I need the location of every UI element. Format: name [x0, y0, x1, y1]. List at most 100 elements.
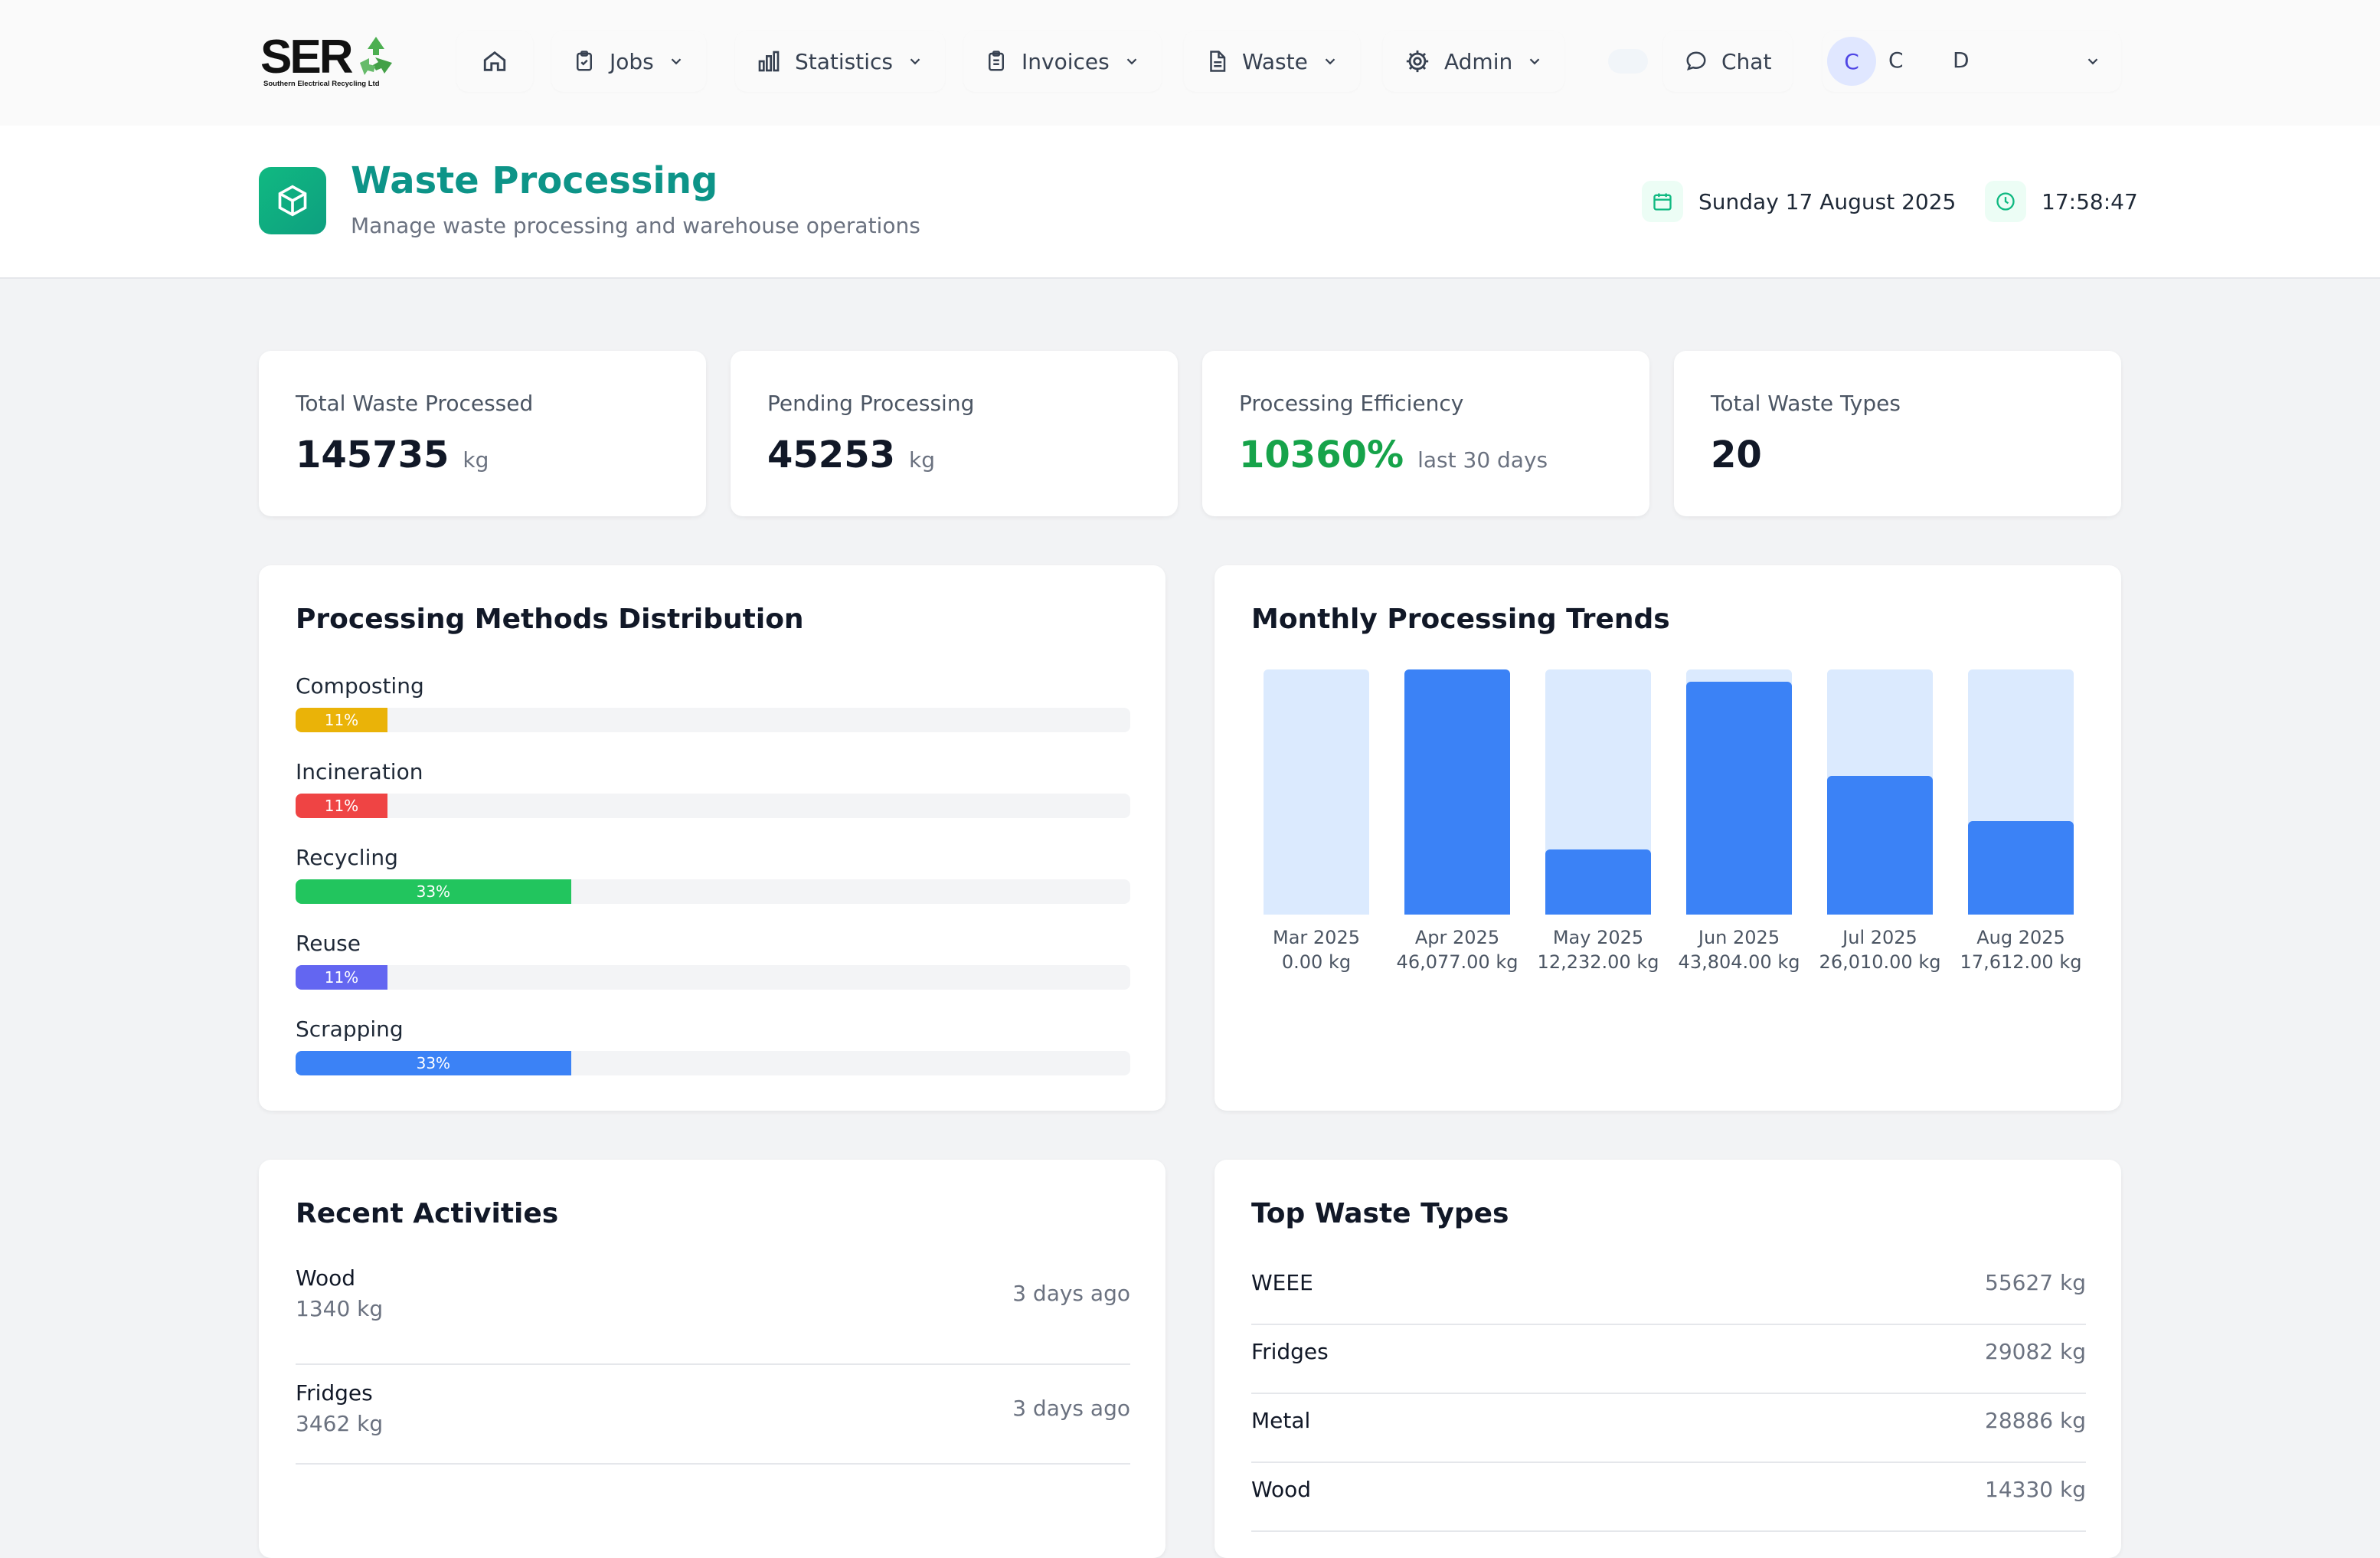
activity-time: 3 days ago — [1012, 1281, 1130, 1306]
waste-type-name: Metal — [1251, 1408, 1311, 1433]
user-last-initial: D — [1953, 47, 1970, 73]
chart-value-label: 46,077.00 kg — [1396, 951, 1519, 973]
brand-logo[interactable]: SER Southern Electrical Recycling Ltd — [260, 32, 406, 92]
chart-month-label: Mar 2025 — [1273, 927, 1360, 948]
nav-chat[interactable]: Chat — [1663, 31, 1793, 92]
page-subtitle: Manage waste processing and warehouse op… — [351, 213, 920, 238]
chart-bar[interactable] — [1968, 821, 2074, 915]
nav-chat-label: Chat — [1721, 48, 1772, 74]
method-label: Scrapping — [296, 1016, 404, 1042]
nav-jobs-label: Jobs — [610, 48, 654, 74]
calendar-icon — [1642, 181, 1683, 222]
brand-letters: SER — [260, 31, 353, 83]
method-progress-fill: 11% — [296, 708, 387, 732]
nav-home[interactable] — [456, 31, 533, 92]
chevron-down-icon[interactable] — [2084, 53, 2101, 70]
list-item[interactable]: Wood 1340 kg 3 days ago — [296, 1265, 1130, 1365]
stat-label: Processing Efficiency — [1239, 391, 1464, 416]
waste-type-name: WEEE — [1251, 1270, 1313, 1295]
top-navbar: SER Southern Electrical Recycling Ltd Jo… — [0, 0, 2380, 126]
stat-label: Pending Processing — [767, 391, 975, 416]
chart-bar-track — [1404, 669, 1510, 915]
chart-bar[interactable] — [1827, 776, 1933, 915]
activity-time: 3 days ago — [1012, 1396, 1130, 1421]
method-row: Reuse 11% — [296, 930, 1130, 990]
waste-type-value: 28886 kg — [1985, 1408, 2086, 1433]
method-progress-track: 33% — [296, 1051, 1130, 1075]
nav-jobs[interactable]: Jobs — [551, 31, 706, 92]
nav-admin[interactable]: Admin — [1383, 31, 1565, 92]
waste-type-value: 14330 kg — [1985, 1477, 2086, 1502]
chart-month-label: Apr 2025 — [1414, 927, 1500, 948]
stat-unit: last 30 days — [1417, 447, 1548, 473]
brand-tagline: Southern Electrical Recycling Ltd — [263, 80, 380, 88]
gear-icon — [1406, 50, 1429, 73]
chart-month-label: Aug 2025 — [1976, 927, 2065, 948]
document-icon — [1210, 51, 1226, 72]
stat-value: 45253 — [767, 434, 895, 476]
method-label: Composting — [296, 673, 424, 699]
stat-unit: kg — [463, 447, 489, 473]
card-title: Top Waste Types — [1251, 1198, 1509, 1229]
chart-value-label: 17,612.00 kg — [1960, 951, 2082, 973]
method-progress-fill: 11% — [296, 794, 387, 818]
stat-value: 20 — [1711, 434, 1762, 476]
method-progress-track: 11% — [296, 708, 1130, 732]
processing-methods-card: Processing Methods Distribution Composti… — [259, 565, 1165, 1111]
clipboard-list-icon — [989, 51, 1004, 71]
list-item[interactable]: Metal 28886 kg — [1251, 1394, 2086, 1463]
chat-bubble-icon — [1686, 51, 1706, 70]
method-progress-fill: 33% — [296, 879, 571, 904]
stat-card-efficiency: Processing Efficiency 10360% last 30 days — [1202, 351, 1649, 516]
chart-bar-track — [1968, 669, 2074, 915]
nav-statistics-label: Statistics — [795, 48, 893, 74]
time-display: 17:58:47 — [1985, 181, 2138, 222]
nav-admin-label: Admin — [1444, 48, 1513, 74]
clipboard-check-icon — [577, 51, 592, 71]
method-progress-fill: 33% — [296, 1051, 571, 1075]
chart-month-label: Jul 2025 — [1842, 927, 1917, 948]
avatar[interactable]: C — [1827, 37, 1876, 86]
method-row: Composting 11% — [296, 673, 1130, 732]
list-item[interactable]: Wood 14330 kg — [1251, 1463, 2086, 1532]
date-display: Sunday 17 August 2025 — [1642, 181, 1956, 222]
chevron-down-icon — [1325, 58, 1335, 65]
home-icon — [483, 51, 506, 71]
method-label: Reuse — [296, 931, 361, 956]
nav-waste[interactable]: Waste — [1184, 31, 1360, 92]
list-item[interactable]: Fridges 29082 kg — [1251, 1325, 2086, 1394]
chart-bar-track — [1686, 669, 1792, 915]
chevron-down-icon — [1529, 58, 1540, 65]
page-header — [0, 126, 2380, 279]
stat-unit: kg — [909, 447, 935, 473]
chart-bar[interactable] — [1686, 682, 1792, 915]
chart-value-label: 0.00 kg — [1281, 951, 1352, 973]
chart-value-label: 43,804.00 kg — [1678, 951, 1800, 973]
stat-card-waste-types: Total Waste Types 20 — [1674, 351, 2121, 516]
user-first-initial: C — [1888, 47, 1904, 73]
chart-bar-track — [1827, 669, 1933, 915]
bar-chart-icon — [758, 51, 780, 72]
chart-bar[interactable] — [1545, 849, 1651, 915]
list-item[interactable]: WEEE 55627 kg — [1251, 1256, 2086, 1325]
nav-waste-label: Waste — [1242, 48, 1308, 74]
current-time: 17:58:47 — [2042, 188, 2138, 214]
chart-bar[interactable] — [1404, 669, 1510, 915]
nav-placeholder-pill — [1608, 49, 1648, 74]
method-progress-fill: 11% — [296, 965, 387, 990]
current-date: Sunday 17 August 2025 — [1698, 188, 1957, 214]
stat-card-pending: Pending Processing 45253 kg — [731, 351, 1178, 516]
list-item[interactable]: Fridges 3462 kg 3 days ago — [296, 1365, 1130, 1465]
nav-invoices[interactable]: Invoices — [963, 31, 1162, 92]
waste-type-name: Fridges — [1251, 1339, 1329, 1364]
chart-bar-track — [1545, 669, 1651, 915]
card-title: Processing Methods Distribution — [296, 604, 804, 635]
waste-type-name: Wood — [1251, 1477, 1312, 1502]
nav-statistics[interactable]: Statistics — [735, 31, 945, 92]
method-progress-track: 11% — [296, 965, 1130, 990]
clock-icon — [1985, 181, 2026, 222]
stat-value: 145735 — [296, 434, 450, 476]
activity-weight: 3462 kg — [296, 1411, 384, 1436]
method-progress-track: 11% — [296, 794, 1130, 818]
waste-type-value: 55627 kg — [1985, 1270, 2086, 1295]
